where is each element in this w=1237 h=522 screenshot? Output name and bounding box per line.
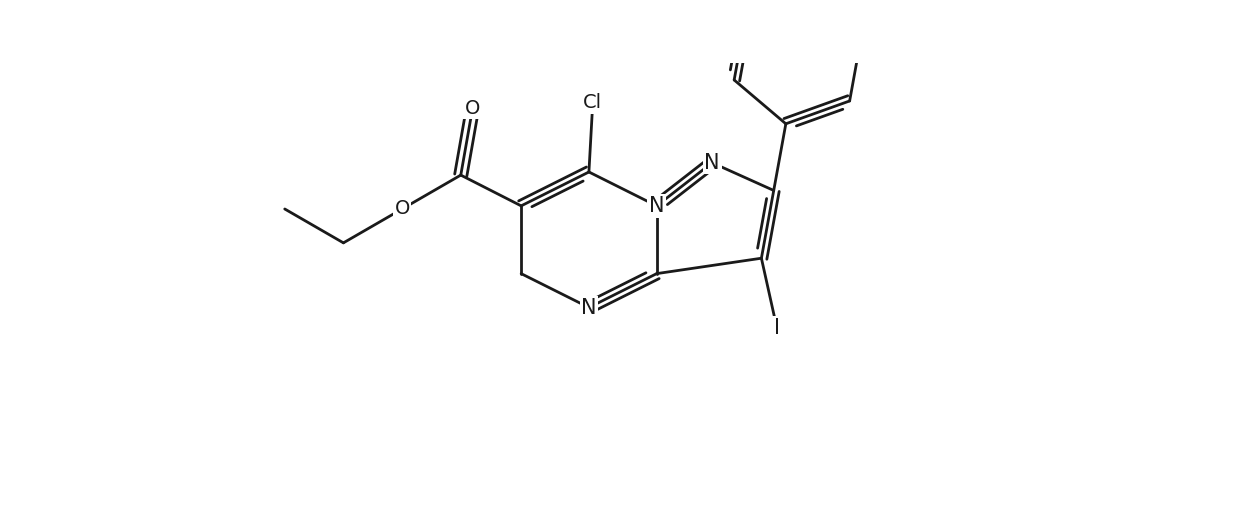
Text: N: N	[581, 298, 596, 317]
Text: I: I	[774, 317, 779, 338]
Text: Cl: Cl	[583, 93, 602, 112]
Text: N: N	[649, 196, 664, 216]
Text: N: N	[704, 153, 720, 173]
Text: O: O	[465, 99, 480, 118]
Text: O: O	[395, 199, 409, 219]
